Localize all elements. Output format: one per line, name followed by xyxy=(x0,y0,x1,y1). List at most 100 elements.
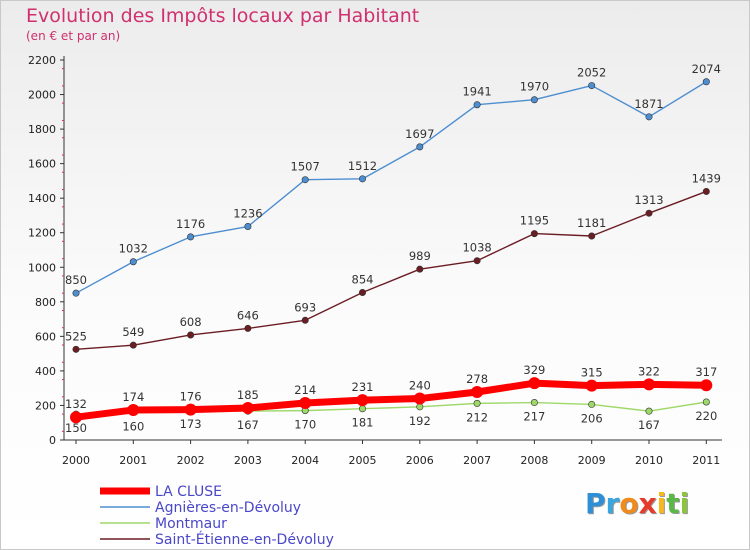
data-point xyxy=(473,399,481,407)
data-label: 1439 xyxy=(692,171,721,185)
data-label: 206 xyxy=(581,411,603,425)
data-label: 212 xyxy=(466,410,488,424)
data-point xyxy=(471,385,484,398)
data-point xyxy=(187,331,195,339)
data-label: 240 xyxy=(409,379,431,393)
chart-data-labels: 132 174 176 185 214 231 240 278 329 315 322 317 850 1… xyxy=(65,62,721,435)
data-label: 854 xyxy=(352,272,374,286)
data-point xyxy=(358,405,366,413)
data-point xyxy=(187,233,195,241)
data-point xyxy=(700,379,713,392)
y-tick-label: 600 xyxy=(35,330,56,343)
chart-title: Evolution des Impôts locaux par Habitant xyxy=(26,5,420,27)
y-tick-label: 200 xyxy=(35,399,56,412)
data-point xyxy=(416,403,424,411)
data-point xyxy=(702,78,710,86)
x-tick-label: 2010 xyxy=(635,454,663,467)
data-point xyxy=(588,400,596,408)
y-tick-label: 400 xyxy=(35,365,56,378)
data-point xyxy=(72,289,80,297)
y-tick-label: 0 xyxy=(49,434,56,447)
data-point xyxy=(129,258,137,266)
data-point xyxy=(588,232,596,240)
data-label: 322 xyxy=(638,364,660,378)
legend-label: Saint-Étienne-en-Dévoluy xyxy=(155,531,334,548)
data-point xyxy=(585,379,598,392)
data-point xyxy=(72,345,80,353)
data-label: 646 xyxy=(237,308,259,322)
legend-label: Montmaur xyxy=(155,516,227,532)
chart-axes: 0 200 400 600 800 1000 1200 1400 1600 1800 2000 220… xyxy=(28,54,722,467)
data-label: 1697 xyxy=(405,127,434,141)
data-label: 1871 xyxy=(634,97,663,111)
data-label: 150 xyxy=(65,421,87,435)
data-label: 693 xyxy=(294,300,316,314)
data-label: 185 xyxy=(237,388,259,402)
data-point xyxy=(416,265,424,273)
data-label: 989 xyxy=(409,249,431,263)
data-point xyxy=(127,403,140,416)
x-tick-label: 2004 xyxy=(291,454,319,467)
data-point xyxy=(301,176,309,184)
data-label: 1313 xyxy=(634,193,663,207)
data-point xyxy=(70,411,82,424)
data-point xyxy=(643,378,655,391)
data-label: 167 xyxy=(638,418,660,432)
data-point xyxy=(528,377,541,390)
data-point xyxy=(244,324,252,332)
data-point xyxy=(645,407,653,415)
y-tick-label: 1600 xyxy=(28,158,56,171)
data-label: 167 xyxy=(237,418,259,432)
data-point xyxy=(184,403,197,416)
data-label: 549 xyxy=(122,325,144,339)
data-label: 1970 xyxy=(520,80,549,94)
data-label: 220 xyxy=(695,409,717,423)
data-label: 1181 xyxy=(577,216,606,230)
x-tick-label: 2002 xyxy=(177,454,205,467)
data-label: 132 xyxy=(65,397,87,411)
data-label: 231 xyxy=(352,380,374,394)
data-point xyxy=(244,223,252,231)
data-label: 1176 xyxy=(176,217,205,231)
data-label: 315 xyxy=(581,366,603,380)
data-point xyxy=(530,399,538,407)
data-point xyxy=(356,394,369,407)
data-label: 278 xyxy=(466,372,488,386)
data-label: 1032 xyxy=(119,242,148,256)
y-tick-label: 1200 xyxy=(28,227,56,240)
data-label: 174 xyxy=(122,390,144,404)
data-label: 608 xyxy=(180,315,202,329)
x-tick-label: 2007 xyxy=(463,454,491,467)
legend-label: LA CLUSE xyxy=(155,484,222,500)
data-label: 2074 xyxy=(692,62,721,76)
data-label: 1941 xyxy=(462,85,491,99)
data-label: 160 xyxy=(122,419,144,433)
x-tick-label: 2011 xyxy=(692,454,720,467)
x-tick-label: 2009 xyxy=(578,454,606,467)
data-label: 1038 xyxy=(462,241,491,255)
chart-subtitle: (en € et par an) xyxy=(26,29,121,43)
data-point xyxy=(299,397,312,410)
data-label: 1507 xyxy=(291,160,320,174)
y-tick-label: 2200 xyxy=(28,54,56,67)
x-tick-label: 2001 xyxy=(119,454,147,467)
data-label: 214 xyxy=(294,383,316,397)
proxiti-logo: Proxiti xyxy=(585,487,690,520)
data-point xyxy=(702,398,710,406)
data-label: 192 xyxy=(409,414,431,428)
data-label: 1195 xyxy=(520,214,549,228)
y-tick-label: 1000 xyxy=(28,261,56,274)
series-line xyxy=(72,379,710,421)
series-line xyxy=(75,81,707,294)
chart-legend: LA CLUSEAgnières-en-DévoluyMontmaurSaint… xyxy=(100,484,334,548)
data-label: 176 xyxy=(180,390,202,404)
data-point xyxy=(588,82,596,90)
y-tick-label: 2000 xyxy=(28,89,56,102)
data-label: 170 xyxy=(294,418,316,432)
data-point xyxy=(645,113,653,121)
data-point xyxy=(129,341,137,349)
x-tick-label: 2000 xyxy=(62,454,90,467)
data-point xyxy=(473,101,481,109)
